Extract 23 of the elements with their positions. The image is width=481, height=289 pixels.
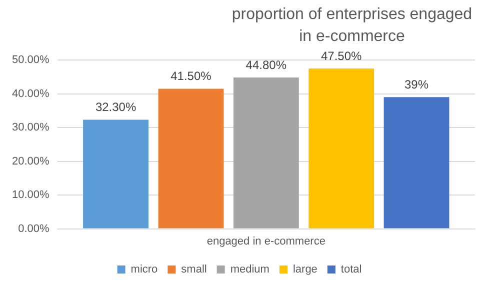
y-tick-label: 50.00%	[12, 54, 50, 66]
legend-label: total	[340, 264, 362, 276]
y-tick-label: 40.00%	[12, 88, 50, 100]
legend-label: micro	[130, 264, 158, 276]
legend-label: medium	[230, 264, 270, 276]
bar	[158, 88, 224, 228]
bar	[384, 97, 450, 228]
y-tick-label: 10.00%	[12, 189, 50, 202]
data-label: 32.30%	[95, 100, 136, 114]
bar	[308, 68, 374, 228]
data-label: 41.50%	[170, 69, 212, 84]
legend-label: large	[292, 264, 318, 276]
data-label: 47.50%	[320, 48, 362, 63]
x-tick-label: engaged in e-commerce	[206, 235, 326, 248]
data-label: 39%	[404, 77, 429, 92]
bar	[233, 78, 299, 228]
y-tick-label: 30.00%	[12, 122, 50, 134]
y-tick-label: 20.00%	[12, 155, 50, 168]
chart-title: proportion of enterprises engaged in e-commerce	[230, 5, 474, 47]
data-label: 44.80%	[246, 58, 287, 72]
bar	[83, 120, 148, 228]
y-tick-label: 0.00%	[18, 222, 50, 235]
legend-label: small	[181, 264, 207, 276]
